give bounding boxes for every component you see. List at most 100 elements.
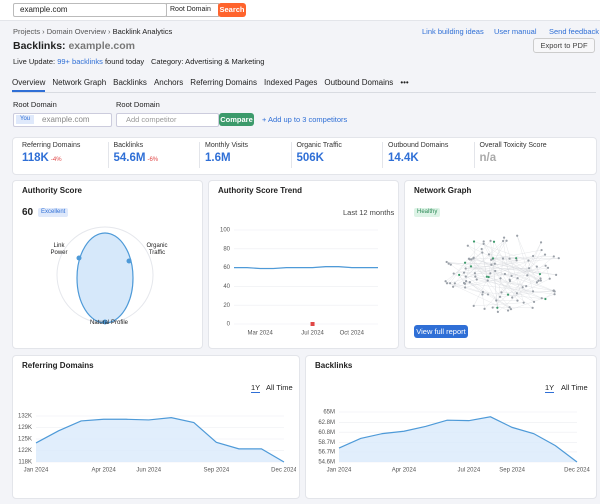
node — [489, 239, 492, 242]
period[interactable]: 1Y — [251, 383, 261, 393]
node — [531, 290, 535, 293]
period[interactable]: All Time — [561, 383, 588, 392]
compare-button[interactable]: Compare — [219, 113, 254, 126]
node — [449, 263, 452, 266]
card-title: Network Graph — [414, 186, 472, 195]
edge — [473, 257, 497, 301]
add-competitors[interactable]: + Add up to 3 competitors — [262, 115, 348, 124]
period[interactable]: 1Y — [545, 383, 555, 393]
edge — [463, 272, 527, 287]
node — [481, 290, 484, 294]
node — [473, 272, 477, 275]
node — [467, 257, 471, 260]
node — [490, 263, 493, 266]
crumb[interactable]: Domain Overview — [46, 27, 106, 36]
radar-point — [126, 258, 132, 264]
radar-point — [76, 255, 82, 261]
refdomains-chart: 118K 122K 125K 129K 132K Jan 2024 Apr 2024 Jun … — [18, 414, 296, 474]
x-tick-label: Sep 2024 — [204, 468, 230, 474]
tab[interactable]: ••• — [400, 78, 409, 87]
report-button[interactable]: View full report — [414, 325, 468, 338]
node — [516, 277, 519, 280]
metric-label: Backlinks — [113, 142, 144, 149]
edge — [464, 259, 472, 284]
export-button[interactable]: Export to PDF — [533, 38, 595, 53]
trend-card — [208, 180, 399, 349]
tab[interactable]: Anchors — [153, 78, 184, 87]
tab[interactable]: Overview — [12, 78, 46, 92]
node — [511, 296, 514, 299]
edge — [469, 259, 510, 308]
search-button[interactable]: Search — [218, 3, 246, 17]
metric-number: n/a — [479, 152, 497, 164]
domain: example.com — [42, 115, 90, 124]
node — [464, 286, 467, 289]
node — [493, 262, 496, 265]
edge — [497, 258, 504, 308]
edge — [473, 273, 491, 306]
x-tick-label: Apr 2024 — [91, 468, 116, 474]
line — [234, 266, 378, 270]
edge — [501, 291, 555, 293]
edge — [509, 258, 541, 279]
edge — [491, 259, 540, 275]
header-link[interactable]: Send feedback — [549, 27, 600, 36]
node — [480, 247, 483, 251]
metric-label: Referring Domains — [22, 142, 81, 149]
node — [490, 258, 493, 261]
tab[interactable]: Indexed Pages — [264, 78, 318, 87]
edge — [445, 252, 483, 282]
node — [458, 273, 461, 276]
node — [486, 279, 489, 282]
node — [521, 286, 524, 289]
node — [485, 275, 488, 278]
scope-select[interactable]: Root Domain — [166, 3, 219, 17]
metric-value: 54.6M -6% — [114, 152, 159, 164]
period[interactable]: All Time — [266, 383, 293, 392]
tab[interactable]: Network Graph — [52, 78, 107, 87]
tab[interactable]: Referring Domains — [190, 78, 257, 87]
scope-select[interactable]: Root Domain — [13, 100, 57, 109]
edge — [473, 302, 524, 307]
node — [539, 277, 542, 280]
edge — [528, 260, 537, 267]
node — [483, 307, 486, 310]
node — [501, 257, 505, 260]
edge — [484, 255, 534, 309]
scope-select[interactable]: Root Domain — [116, 100, 160, 109]
crumb[interactable]: Projects — [13, 27, 41, 36]
competitor-input[interactable]: Add competitor — [116, 113, 219, 127]
node — [492, 240, 496, 243]
y-tick-label: 0 — [227, 322, 231, 328]
tab[interactable]: Outbound Domains — [324, 78, 394, 87]
edge — [473, 257, 554, 291]
header-link[interactable]: Link building ideas — [422, 27, 484, 36]
metric-divider — [290, 142, 292, 168]
node — [506, 293, 510, 296]
authority-score: 60 — [22, 207, 34, 218]
backlinks-chart: 54.6M 56.7M 58.7M 60.8M 62.8M 65M Jan 2024 Apr … — [318, 410, 590, 474]
metric-label: Organic Traffic — [296, 142, 342, 149]
node — [489, 272, 492, 275]
node — [503, 272, 507, 276]
search-input[interactable]: example.com — [13, 3, 167, 17]
node — [472, 240, 476, 243]
live-label: Live Update: — [13, 57, 56, 66]
node — [552, 289, 555, 292]
node — [532, 300, 536, 303]
header-link[interactable]: User manual — [494, 27, 537, 36]
edge — [509, 280, 527, 287]
live-link[interactable]: 99+ backlinks — [57, 57, 103, 66]
node — [531, 254, 535, 258]
x-tick-label: Oct 2024 — [340, 331, 365, 337]
node — [557, 257, 560, 260]
node — [553, 293, 556, 296]
edge — [500, 278, 542, 299]
metrics-card — [12, 137, 597, 175]
node — [527, 267, 531, 270]
tabs: Overview Network Graph Backlinks Anchors Ref… — [12, 78, 596, 93]
edge — [504, 273, 510, 280]
edge — [503, 237, 524, 303]
tab[interactable]: Backlinks — [113, 78, 147, 87]
edge — [502, 240, 510, 280]
